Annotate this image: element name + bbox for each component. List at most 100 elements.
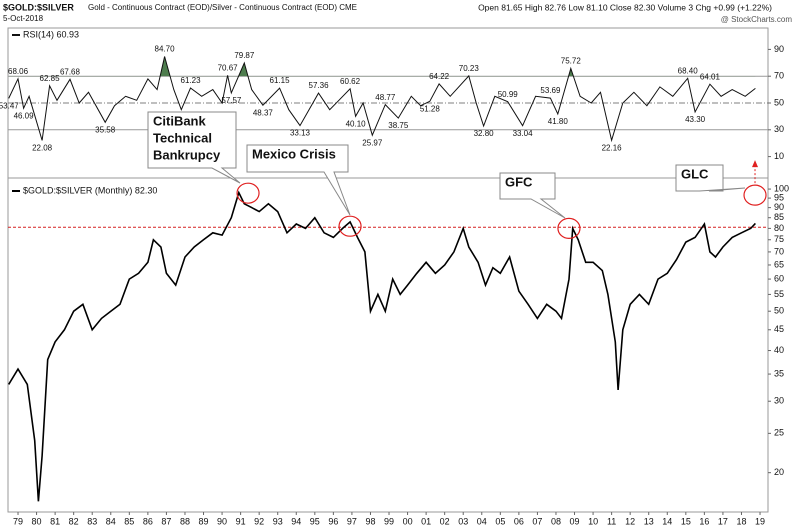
- annotation-text: GLC: [681, 166, 709, 181]
- y-tick-label: 65: [774, 259, 784, 269]
- x-tick-label: 82: [69, 516, 79, 526]
- chart-title: $GOLD:$SILVER: [3, 2, 74, 12]
- x-tick-label: 16: [699, 516, 709, 526]
- x-tick-label: 90: [217, 516, 227, 526]
- y-tick-label: 100: [774, 183, 789, 193]
- callout: [675, 164, 746, 192]
- value-label: 25.97: [362, 138, 383, 147]
- x-tick-label: 14: [662, 516, 672, 526]
- x-tick-label: 00: [403, 516, 413, 526]
- x-tick-label: 96: [328, 516, 338, 526]
- x-tick-label: 10: [588, 516, 598, 526]
- callout: [499, 172, 566, 219]
- value-label: 51.28: [420, 104, 441, 113]
- x-tick-label: 08: [551, 516, 561, 526]
- highlight-circle: [236, 182, 260, 204]
- x-tick-label: 06: [514, 516, 524, 526]
- x-tick-label: 11: [607, 516, 616, 526]
- y-tick-label: 90: [774, 202, 784, 212]
- y-tick-label: 35: [774, 368, 784, 378]
- value-label: 48.37: [253, 108, 274, 117]
- highlight-circle: [338, 215, 362, 237]
- x-tick-label: 02: [440, 516, 450, 526]
- x-tick-label: 12: [625, 516, 635, 526]
- y-tick-label: 30: [774, 124, 784, 134]
- x-tick-label: 93: [273, 516, 283, 526]
- annotation-text: Bankrupcy: [153, 147, 221, 162]
- value-label: 53.47: [0, 101, 19, 110]
- value-label: 32.80: [474, 129, 495, 138]
- value-label: 64.22: [429, 72, 450, 81]
- x-tick-label: 13: [644, 516, 654, 526]
- value-label: 75.72: [561, 57, 582, 66]
- value-label: 57.36: [309, 81, 330, 90]
- value-label: 60.62: [340, 77, 361, 86]
- value-label: 84.70: [155, 45, 176, 54]
- x-tick-label: 86: [143, 516, 153, 526]
- value-label: 43.30: [685, 115, 706, 124]
- x-tick-label: 05: [495, 516, 505, 526]
- y-tick-label: 40: [774, 345, 784, 355]
- series-line: [8, 190, 756, 502]
- y-tick-label: 75: [774, 234, 784, 244]
- legend-label: RSI(14) 60.93: [23, 29, 79, 39]
- y-tick-label: 70: [774, 246, 784, 256]
- price-frame: [7, 177, 769, 513]
- value-label: 40.10: [346, 119, 367, 128]
- value-label: 50.99: [498, 90, 519, 99]
- x-tick-label: 88: [180, 516, 190, 526]
- highlight-circle: [557, 217, 581, 239]
- value-label: 35.58: [95, 125, 116, 134]
- chart-date: 5-Oct-2018: [3, 14, 44, 23]
- value-label: 64.01: [700, 72, 721, 81]
- y-tick-label: 85: [774, 212, 784, 222]
- y-tick-label: 80: [774, 223, 784, 233]
- value-label: 41.80: [548, 117, 569, 126]
- y-tick-label: 45: [774, 324, 784, 334]
- x-tick-label: 99: [384, 516, 394, 526]
- source: @ StockCharts.com: [721, 15, 793, 24]
- y-tick-label: 50: [774, 97, 784, 107]
- value-label: 79.87: [234, 51, 255, 60]
- x-tick-label: 89: [199, 516, 209, 526]
- x-tick-label: 01: [421, 516, 431, 526]
- x-tick-label: 91: [236, 516, 246, 526]
- x-tick-label: 92: [254, 516, 264, 526]
- x-tick-label: 79: [13, 516, 23, 526]
- x-tick-label: 80: [32, 516, 42, 526]
- value-label: 22.08: [32, 144, 53, 153]
- x-tick-label: 19: [755, 516, 765, 526]
- value-label: 46.09: [14, 111, 35, 120]
- chart-subtitle: Gold - Continuous Contract (EOD)/Silver …: [88, 3, 357, 12]
- value-label: 33.13: [290, 129, 311, 138]
- annotation-text: GFC: [505, 174, 533, 189]
- x-tick-label: 83: [87, 516, 97, 526]
- value-label: 68.06: [8, 67, 29, 76]
- x-tick-label: 15: [681, 516, 691, 526]
- x-tick-label: 81: [50, 516, 60, 526]
- value-label: 33.04: [513, 129, 534, 138]
- value-label: 62.85: [40, 74, 61, 83]
- y-tick-label: 20: [774, 467, 784, 477]
- callout: [246, 144, 351, 216]
- annotation-text: Technical: [153, 130, 212, 145]
- value-label: 61.15: [270, 76, 291, 85]
- y-tick-label: 10: [774, 151, 784, 161]
- value-label: 68.40: [678, 66, 699, 75]
- value-label: 67.68: [60, 67, 81, 76]
- value-label: 53.69: [540, 86, 561, 95]
- value-label: 57.57: [221, 96, 242, 105]
- arrow-head: [752, 160, 759, 168]
- x-tick-label: 98: [365, 516, 375, 526]
- x-tick-label: 03: [458, 516, 468, 526]
- x-tick-label: 85: [124, 516, 134, 526]
- callout: [147, 111, 241, 184]
- x-tick-label: 94: [291, 516, 301, 526]
- value-label: 38.75: [388, 121, 409, 130]
- y-tick-label: 70: [774, 71, 784, 81]
- x-tick-label: 07: [532, 516, 542, 526]
- y-tick-label: 55: [774, 289, 784, 299]
- value-label: 70.67: [218, 63, 239, 72]
- y-tick-label: 25: [774, 428, 784, 438]
- legend-label: $GOLD:$SILVER (Monthly) 82.30: [23, 185, 157, 195]
